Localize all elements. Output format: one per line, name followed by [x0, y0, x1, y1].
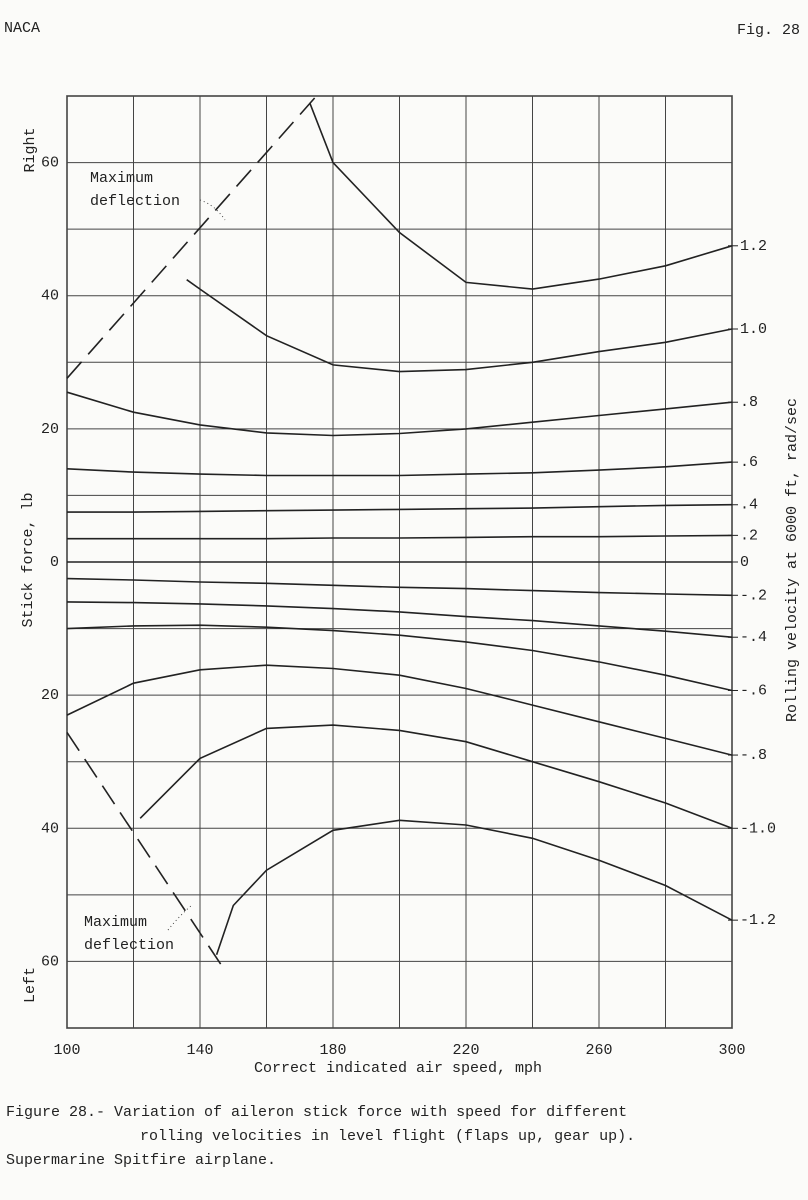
curve — [66, 664, 733, 756]
side-label: Left — [22, 967, 39, 1003]
curve-label: -.4 — [740, 629, 767, 646]
header-left: NACA — [4, 20, 40, 37]
curve-label: 1.2 — [740, 238, 767, 255]
curve-label: -.2 — [740, 587, 767, 604]
curve — [66, 601, 733, 638]
x-tick-label: 180 — [319, 1042, 346, 1059]
y-tick-label: 60 — [41, 953, 59, 970]
curve — [215, 819, 733, 956]
y2-axis-label: Rolling velocity at 6000 ft, rad/sec — [784, 398, 801, 722]
y-tick-label: 0 — [50, 554, 59, 571]
y-tick-label: 20 — [41, 421, 59, 438]
header-right: Fig. 28 — [737, 22, 800, 39]
x-tick-label: 220 — [452, 1042, 479, 1059]
curve-label: -1.2 — [740, 912, 776, 929]
curve — [67, 503, 733, 513]
y-tick-label: 40 — [41, 820, 59, 837]
x-axis-label: Correct indicated air speed, mph — [254, 1060, 542, 1077]
x-tick-label: 300 — [718, 1042, 745, 1059]
curve-label: .2 — [740, 527, 758, 544]
curve-label: -.6 — [740, 682, 767, 699]
curve-label: 1.0 — [740, 321, 767, 338]
caption-line: rolling velocities in level flight (flap… — [140, 1128, 635, 1145]
y-tick-label: 20 — [41, 687, 59, 704]
curve — [66, 461, 733, 477]
annotation: Maximum — [84, 914, 147, 931]
curve — [66, 391, 733, 437]
y-tick-label: 60 — [41, 155, 59, 172]
curve — [308, 102, 733, 290]
curve — [66, 577, 733, 597]
limit-line — [66, 95, 317, 379]
x-tick-label: 140 — [186, 1042, 213, 1059]
curve — [66, 624, 733, 692]
curve-label: .4 — [740, 497, 758, 514]
caption-line: Figure 28.- Variation of aileron stick f… — [6, 1104, 627, 1121]
curve-label: .8 — [740, 394, 758, 411]
curve-label: -.8 — [740, 747, 767, 764]
curve-label: -1.0 — [740, 820, 776, 837]
limit-line — [66, 731, 224, 969]
curve — [186, 279, 733, 373]
side-label: Right — [22, 127, 39, 172]
annotation: deflection — [84, 937, 174, 954]
y-tick-label: 40 — [41, 288, 59, 305]
x-tick-label: 260 — [585, 1042, 612, 1059]
leader — [167, 904, 193, 931]
annotation: Maximum — [90, 170, 153, 187]
curve — [139, 724, 733, 830]
caption-line: Supermarine Spitfire airplane. — [6, 1152, 276, 1169]
curve — [67, 534, 733, 540]
y-axis-label: Stick force, lb — [20, 492, 37, 627]
curve-label: .6 — [740, 454, 758, 471]
x-tick-label: 100 — [53, 1042, 80, 1059]
curve-label: 0 — [740, 554, 749, 571]
annotation: deflection — [90, 193, 180, 210]
